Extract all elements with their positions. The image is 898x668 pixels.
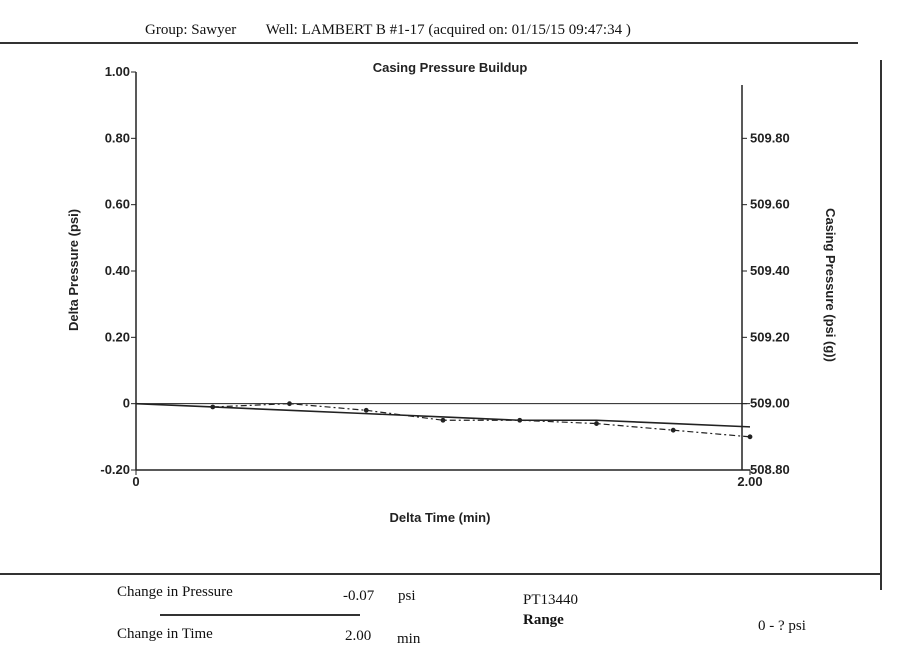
data-point (287, 401, 292, 407)
y2-axis-label: Casing Pressure (psi (g)) (823, 208, 838, 362)
range-value: 0 - ? psi (758, 618, 806, 634)
series-line-0 (135, 402, 751, 428)
data-point (210, 404, 216, 410)
data-point (363, 407, 369, 413)
series-marks (135, 401, 753, 440)
y-axis-label: Delta Pressure (psi) (66, 209, 81, 331)
y2-tick-label: 509.20 (750, 329, 790, 344)
y2-tick-label: 509.40 (750, 263, 790, 278)
top-border (0, 42, 858, 44)
series-line-1 (212, 403, 751, 438)
y2-tick-label: 508.80 (750, 462, 790, 477)
change-time-unit: min (397, 631, 421, 647)
data-point (670, 427, 676, 433)
y2-tick-label: 509.60 (750, 197, 790, 212)
change-time-value: 2.00 (345, 628, 372, 644)
data-point (594, 421, 599, 426)
header: Group: Sawyer Well: LAMBERT B #1-17 (acq… (145, 22, 631, 39)
bottom-divider (0, 573, 880, 575)
well-label: Well: LAMBERT B #1-17 (acquired on: 01/1… (265, 22, 631, 38)
right-border (880, 60, 882, 590)
y-tick-label: 0 (123, 396, 130, 411)
y-tick-label: 0.80 (105, 130, 130, 145)
data-point (517, 417, 523, 423)
change-pressure-label: Change in Pressure (117, 584, 233, 600)
change-pressure-unit: psi (398, 588, 416, 604)
axes: -0.2000.200.400.600.801.00508.80509.0050… (100, 64, 789, 489)
y-tick-label: 1.00 (105, 64, 130, 79)
range-label: Range (523, 612, 564, 628)
group-label: Group: Sawyer (145, 22, 237, 38)
y-tick-label: 0.20 (105, 329, 130, 344)
data-point (747, 434, 753, 440)
y2-tick-label: 509.00 (750, 396, 790, 411)
x-axis-label: Delta Time (min) (390, 510, 491, 525)
chart-title: Casing Pressure Buildup (373, 60, 528, 75)
y-tick-label: -0.20 (100, 462, 130, 477)
change-time-label: Change in Time (117, 626, 213, 642)
change-pressure-value: -0.07 (343, 588, 375, 604)
gauge-id: PT13440 (523, 592, 579, 608)
x-tick-label: 2.00 (737, 474, 762, 489)
x-tick-label: 0 (132, 474, 139, 489)
footer-underline (160, 614, 360, 616)
y-tick-label: 0.40 (105, 263, 130, 278)
y2-tick-label: 509.80 (750, 130, 790, 145)
data-point (440, 417, 446, 423)
y-tick-label: 0.60 (105, 197, 130, 212)
